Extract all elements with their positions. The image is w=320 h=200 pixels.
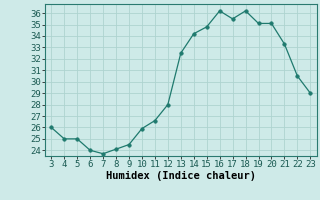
X-axis label: Humidex (Indice chaleur): Humidex (Indice chaleur) bbox=[106, 171, 256, 181]
